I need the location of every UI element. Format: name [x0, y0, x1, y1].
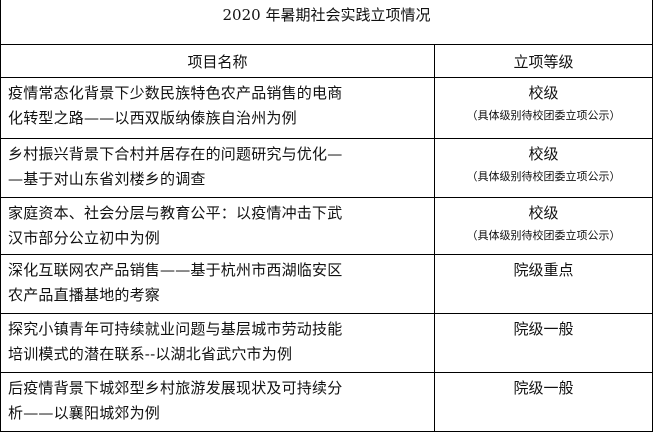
project-level: 院级重点	[434, 253, 653, 314]
project-name: 探究小镇青年可持续就业问题与基层城市劳动技能 培训模式的潜在联系--以湖北省武穴…	[0, 312, 435, 373]
project-name: 后疫情背景下城郊型乡村旅游发展现状及可持续分 析——以襄阳城郊为例	[0, 371, 435, 432]
level-note: （具体级别待校团委立项公示）	[466, 108, 621, 122]
header-level: 立项等级	[434, 43, 653, 78]
project-name: 疫情常态化背景下少数民族特色农产品销售的电商 化转型之路——以西双版纳傣族自治州…	[0, 76, 435, 139]
level-text: 院级一般	[513, 378, 574, 397]
header-project-name: 项目名称	[0, 43, 435, 78]
project-name: 深化互联网农产品销售——基于杭州市西湖临安区 农产品直播基地的考察	[0, 253, 435, 314]
table-row: 后疫情背景下城郊型乡村旅游发展现状及可持续分 析——以襄阳城郊为例 院级一般	[0, 371, 653, 432]
table-title: 2020 年暑期社会实践立项情况	[0, 0, 653, 45]
level-text: 校级	[528, 144, 559, 163]
project-level: 校级 （具体级别待校团委立项公示）	[434, 137, 653, 198]
project-name: 乡村振兴背景下合村并居存在的问题研究与优化— —基于对山东省刘楼乡的调查	[0, 137, 435, 198]
level-text: 院级一般	[513, 319, 574, 338]
project-level: 校级 （具体级别待校团委立项公示）	[434, 196, 653, 255]
table-row: 疫情常态化背景下少数民族特色农产品销售的电商 化转型之路——以西双版纳傣族自治州…	[0, 76, 653, 139]
project-name: 家庭资本、社会分层与教育公平：以疫情冲击下武 汉市部分公立初中为例	[0, 196, 435, 255]
table-row: 探究小镇青年可持续就业问题与基层城市劳动技能 培训模式的潜在联系--以湖北省武穴…	[0, 312, 653, 373]
table-row: 家庭资本、社会分层与教育公平：以疫情冲击下武 汉市部分公立初中为例 校级 （具体级…	[0, 196, 653, 255]
project-level: 院级一般	[434, 371, 653, 432]
level-note: （具体级别待校团委立项公示）	[466, 228, 621, 242]
table-row: 乡村振兴背景下合村并居存在的问题研究与优化— —基于对山东省刘楼乡的调查 校级 （…	[0, 137, 653, 198]
table-row: 深化互联网农产品销售——基于杭州市西湖临安区 农产品直播基地的考察 院级重点	[0, 253, 653, 314]
level-text: 院级重点	[513, 260, 574, 279]
level-text: 校级	[528, 203, 559, 222]
level-note: （具体级别待校团委立项公示）	[466, 169, 621, 183]
project-level: 院级一般	[434, 312, 653, 373]
level-text: 校级	[528, 83, 559, 102]
project-level: 校级 （具体级别待校团委立项公示）	[434, 76, 653, 139]
